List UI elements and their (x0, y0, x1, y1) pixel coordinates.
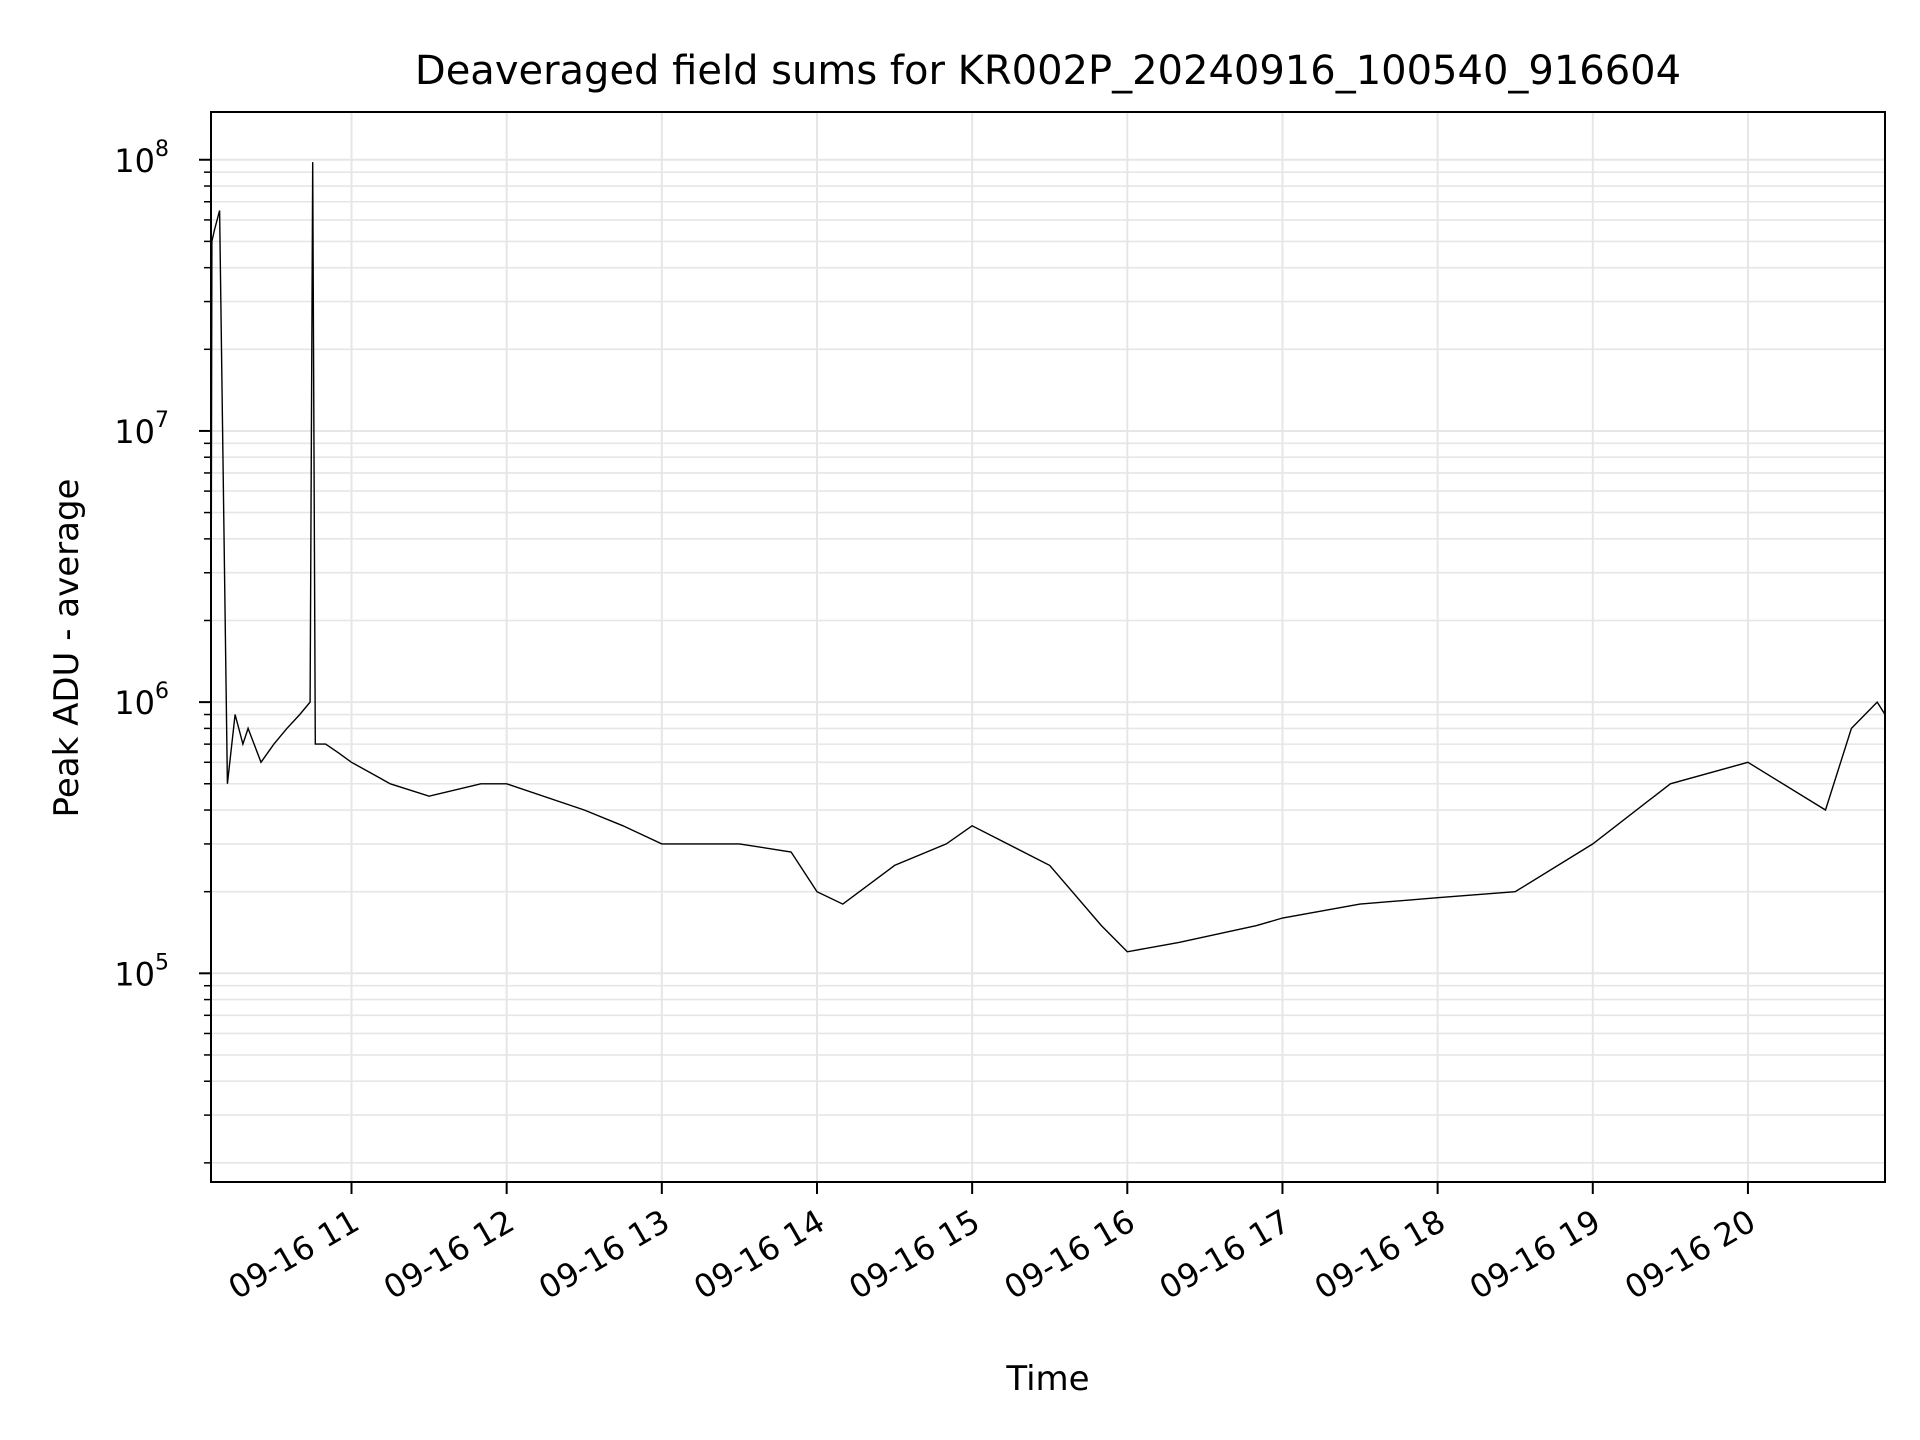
chart-title: Deaveraged field sums for KR002P_2024091… (415, 48, 1681, 94)
x-axis-label: Time (1005, 1359, 1089, 1399)
y-axis: 105 106 107 108 (114, 137, 211, 1164)
plot-frame (210, 111, 1886, 1183)
y-tick-label: 105 (114, 950, 169, 993)
series-line (211, 162, 1885, 953)
y-tick-label: 108 (114, 137, 169, 180)
y-axis-label: Peak ADU - average (47, 479, 87, 818)
y-tick-label: 106 (114, 679, 169, 722)
y-tick-label: 107 (114, 408, 169, 451)
grid (211, 112, 1885, 1182)
